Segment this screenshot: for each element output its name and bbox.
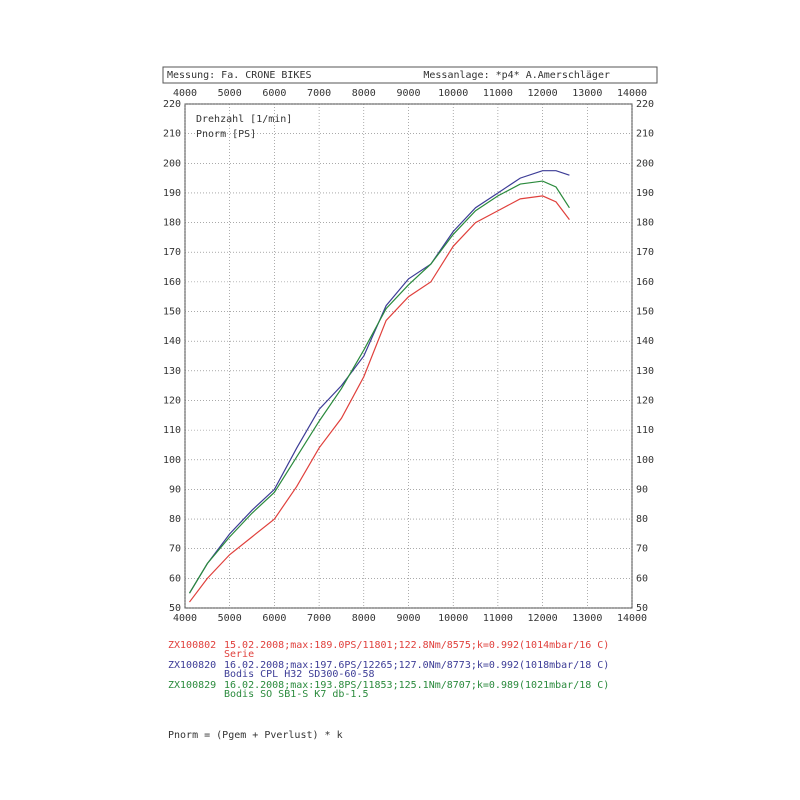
y-tick-label-right: 100	[636, 455, 654, 466]
y-tick-label-right: 110	[636, 425, 654, 436]
y-tick-label-right: 50	[636, 603, 648, 614]
y-tick-label-right: 160	[636, 277, 654, 288]
legend-note: Serie	[224, 649, 254, 660]
footer: Pnorm = (Pgem + Pverlust) * k	[168, 730, 343, 741]
x-tick-label-bottom: 14000	[617, 613, 647, 624]
x-tick-label-top: 6000	[262, 88, 286, 99]
x-tick-label-top: 7000	[307, 88, 331, 99]
y-axis-label: Pnorm [PS]	[196, 129, 256, 140]
x-tick-label-bottom: 8000	[352, 613, 376, 624]
y-tick-label-right: 220	[636, 99, 654, 110]
header-left: Messung: Fa. CRONE BIKES	[167, 70, 312, 81]
x-tick-label-top: 14000	[617, 88, 647, 99]
x-tick-label-top: 9000	[396, 88, 420, 99]
y-tick-label-left: 60	[169, 573, 181, 584]
y-tick-label-right: 200	[636, 158, 654, 169]
y-tick-label-left: 110	[163, 425, 181, 436]
y-tick-label-left: 150	[163, 307, 181, 318]
y-tick-label-right: 140	[636, 336, 654, 347]
y-tick-label-right: 90	[636, 484, 648, 495]
x-tick-label-bottom: 13000	[572, 613, 602, 624]
legend-details: 15.02.2008;max:189.0PS/11801;122.8Nm/857…	[224, 640, 609, 651]
y-tick-label-left: 90	[169, 484, 181, 495]
legend-name: ZX100829	[168, 680, 216, 691]
y-tick-label-right: 120	[636, 395, 654, 406]
x-tick-label-top: 4000	[173, 88, 197, 99]
legend-note: Bodis CPL H32 SD300-60-58	[224, 669, 375, 680]
y-tick-label-right: 170	[636, 247, 654, 258]
power-curve	[188, 170, 570, 594]
x-tick-label-top: 11000	[483, 88, 513, 99]
x-axis-label: Drehzahl [1/min]	[196, 114, 292, 125]
y-tick-label-left: 200	[163, 158, 181, 169]
y-tick-label-right: 180	[636, 218, 654, 229]
y-tick-label-left: 180	[163, 218, 181, 229]
x-tick-label-bottom: 12000	[528, 613, 558, 624]
x-tick-label-bottom: 6000	[262, 613, 286, 624]
power-curve	[188, 180, 570, 594]
x-tick-label-bottom: 4000	[173, 613, 197, 624]
x-tick-label-top: 8000	[352, 88, 376, 99]
y-tick-label-left: 220	[163, 99, 181, 110]
y-tick-label-left: 70	[169, 544, 181, 555]
y-tick-label-left: 190	[163, 188, 181, 199]
x-tick-label-top: 10000	[438, 88, 468, 99]
y-tick-label-left: 120	[163, 395, 181, 406]
legend-note: Bodis SO SB1-S K7 db-1.5	[224, 689, 369, 700]
legend-name: ZX100820	[168, 660, 216, 671]
x-tick-label-top: 13000	[572, 88, 602, 99]
legend-details: 16.02.2008;max:197.6PS/12265;127.0Nm/877…	[224, 660, 609, 671]
power-curve	[188, 195, 570, 603]
y-tick-label-left: 130	[163, 366, 181, 377]
y-tick-label-left: 50	[169, 603, 181, 614]
y-tick-label-left: 140	[163, 336, 181, 347]
header-box	[162, 66, 658, 84]
y-tick-label-left: 100	[163, 455, 181, 466]
x-tick-label-top: 12000	[528, 88, 558, 99]
legend-name: ZX100802	[168, 640, 216, 651]
y-tick-label-left: 210	[163, 129, 181, 140]
x-tick-label-top: 5000	[218, 88, 242, 99]
y-tick-label-left: 160	[163, 277, 181, 288]
legend-details: 16.02.2008;max:193.8PS/11853;125.1Nm/870…	[224, 680, 609, 691]
x-tick-label-bottom: 10000	[438, 613, 468, 624]
y-tick-label-right: 190	[636, 188, 654, 199]
x-tick-label-bottom: 7000	[307, 613, 331, 624]
x-tick-label-bottom: 11000	[483, 613, 513, 624]
y-tick-label-right: 130	[636, 366, 654, 377]
y-tick-label-right: 70	[636, 544, 648, 555]
x-tick-label-bottom: 9000	[396, 613, 420, 624]
y-tick-label-right: 60	[636, 573, 648, 584]
y-tick-label-right: 210	[636, 129, 654, 140]
y-tick-label-right: 80	[636, 514, 648, 525]
x-tick-label-bottom: 5000	[218, 613, 242, 624]
header-right: Messanlage: *p4* A.Amerschläger	[423, 70, 610, 81]
y-tick-label-left: 80	[169, 514, 181, 525]
y-tick-label-left: 170	[163, 247, 181, 258]
y-tick-label-right: 150	[636, 307, 654, 318]
